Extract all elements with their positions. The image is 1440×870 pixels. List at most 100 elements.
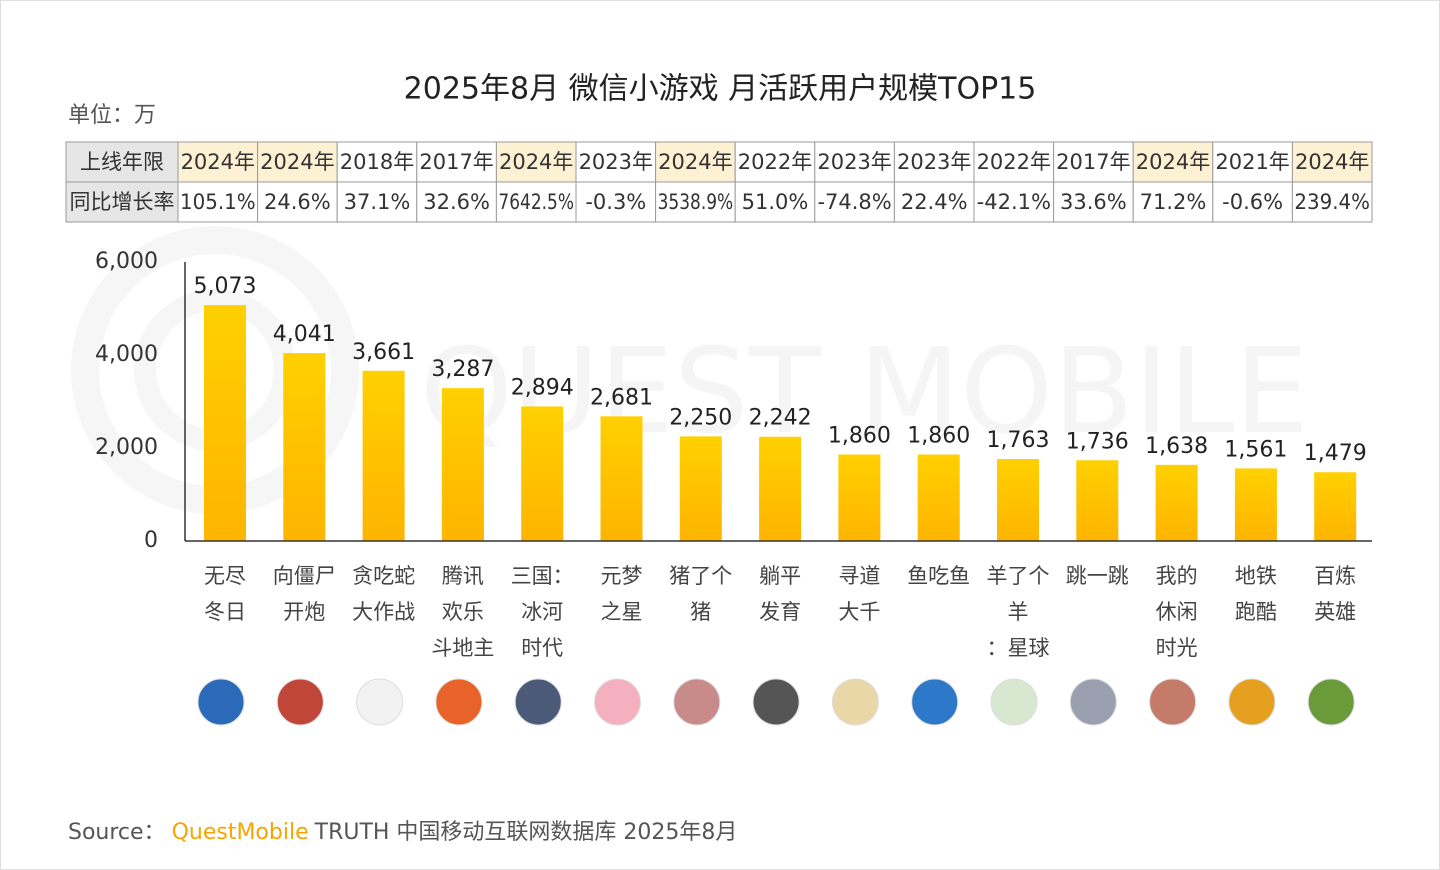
- x-tick-label: 时光: [1156, 636, 1198, 660]
- table-cell: [336, 181, 418, 223]
- table-cell-text: 2024年: [181, 150, 255, 174]
- x-tick-label: 腾讯: [442, 564, 484, 588]
- table-cell-text: -0.6%: [1222, 190, 1283, 214]
- table-cell-text: 2022年: [977, 150, 1051, 174]
- x-tick-label: 无尽: [204, 564, 246, 588]
- x-tick-label: 三国：: [511, 564, 574, 588]
- table-cell: [416, 141, 497, 183]
- x-tick-label: ：星球: [987, 636, 1050, 660]
- x-tick-label: 跑酷: [1235, 600, 1277, 624]
- bar: [283, 353, 326, 541]
- value-label: 1,736: [1066, 429, 1129, 454]
- table: 上线年限 2024年 2024年 2018年 2017年 2024年 2023年 2024年 2…: [65, 141, 1373, 223]
- x-tick-label: 之星: [601, 600, 643, 624]
- bar: [521, 406, 564, 541]
- value-label: 2,242: [749, 406, 812, 431]
- x-tick-label: 休闲: [1156, 600, 1198, 624]
- bar: [917, 454, 960, 541]
- x-tick-label: 羊: [1008, 600, 1029, 624]
- bar: [997, 459, 1039, 541]
- value-label: 3,661: [352, 340, 415, 365]
- x-tick-label: 英雄: [1314, 600, 1356, 624]
- x-tick-label: 地铁: [1235, 564, 1277, 588]
- game-icon: [276, 678, 324, 726]
- value-label: 1,763: [987, 428, 1050, 453]
- table-cell-text: 32.6%: [423, 190, 490, 214]
- x-tick-label: 百炼: [1314, 564, 1356, 588]
- bar: [600, 416, 643, 541]
- source-text: TRUTH 中国移动互联网数据库 2025年8月: [314, 820, 738, 845]
- table-cell: [257, 181, 338, 223]
- table-cell: [416, 181, 497, 223]
- x-tick-label: 斗地主: [431, 636, 494, 660]
- x-tick-label: 元梦: [601, 564, 643, 588]
- bar: [838, 454, 881, 541]
- table-cell-text: 33.6%: [1060, 190, 1127, 214]
- table-cell-text: 37.1%: [344, 190, 411, 214]
- game-icon: [197, 678, 245, 726]
- table-cell: [734, 181, 816, 223]
- table-cell-text: 71.2%: [1140, 190, 1207, 214]
- table-cell: [655, 181, 736, 223]
- game-icon: [1069, 678, 1117, 726]
- table-cell: [1053, 141, 1134, 183]
- x-tick-label: 寻道: [838, 564, 880, 588]
- source-prefix: Source：: [68, 820, 166, 845]
- table-cell-text: 2024年: [1295, 150, 1369, 174]
- table-cell-text: 24.6%: [264, 190, 331, 214]
- table-cell: [1132, 141, 1214, 183]
- x-tick-label: 跳一跳: [1066, 564, 1129, 588]
- bar: [441, 388, 484, 541]
- value-label: 2,894: [511, 375, 574, 400]
- game-icon: [1149, 678, 1197, 726]
- x-tick-label: 欢乐: [442, 600, 484, 624]
- value-label: 2,681: [590, 385, 653, 410]
- bar: [679, 436, 722, 541]
- table-cell: [1132, 181, 1214, 223]
- game-icon: [594, 678, 641, 726]
- bar: [1234, 468, 1277, 541]
- table-cell-text: 2017年: [419, 150, 493, 174]
- x-tick-label: 猪了个: [669, 564, 732, 588]
- game-icon: [1307, 678, 1355, 726]
- source-brand: QuestMobile: [172, 820, 309, 845]
- value-label: 1,561: [1224, 437, 1287, 462]
- game-icon: [514, 678, 562, 726]
- table-cell: [575, 141, 657, 183]
- x-tick-label: 冰河: [521, 600, 563, 624]
- table-cell-text: 105.1%: [180, 190, 256, 214]
- bar: [759, 436, 802, 541]
- table-cell: [1212, 141, 1293, 183]
- x-tick-label: 向僵尸: [273, 564, 336, 588]
- table-cell-text: 51.0%: [742, 190, 809, 214]
- game-icon: [990, 678, 1038, 726]
- x-tick-label: 躺平: [759, 564, 801, 588]
- table-cell-text: 3538.9%: [658, 190, 734, 214]
- table-cell: [1291, 181, 1373, 223]
- x-tick-label: 时代: [521, 636, 563, 660]
- game-icon: [435, 678, 483, 726]
- table-cell: [177, 181, 259, 223]
- x-tick-label: 贪吃蛇: [352, 564, 415, 588]
- x-tick-label: 羊了个: [987, 564, 1050, 588]
- watermark-text: QUEST MOBILE: [420, 322, 1309, 460]
- table-cell: [1291, 141, 1373, 183]
- x-tick-label: 大作战: [352, 600, 415, 624]
- source: Source： QuestMobile TRUTH 中国移动互联网数据库 2025年…: [68, 820, 737, 845]
- value-label: 2,250: [669, 405, 732, 430]
- table-cell: [893, 181, 975, 223]
- table-cell: [973, 141, 1055, 183]
- table-cell-text: 2024年: [658, 150, 732, 174]
- value-label: 5,073: [194, 274, 257, 299]
- value-label: 1,860: [907, 424, 970, 449]
- value-label: 1,638: [1145, 434, 1208, 459]
- game-icon: [1228, 678, 1276, 726]
- table-cell-text: 2024年: [499, 150, 573, 174]
- table-cell: [1053, 181, 1134, 223]
- table-cell-text: 2024年: [260, 150, 334, 174]
- value-label: 1,860: [828, 424, 891, 449]
- table-cell: [814, 141, 895, 183]
- table-cell-text: 22.4%: [901, 190, 968, 214]
